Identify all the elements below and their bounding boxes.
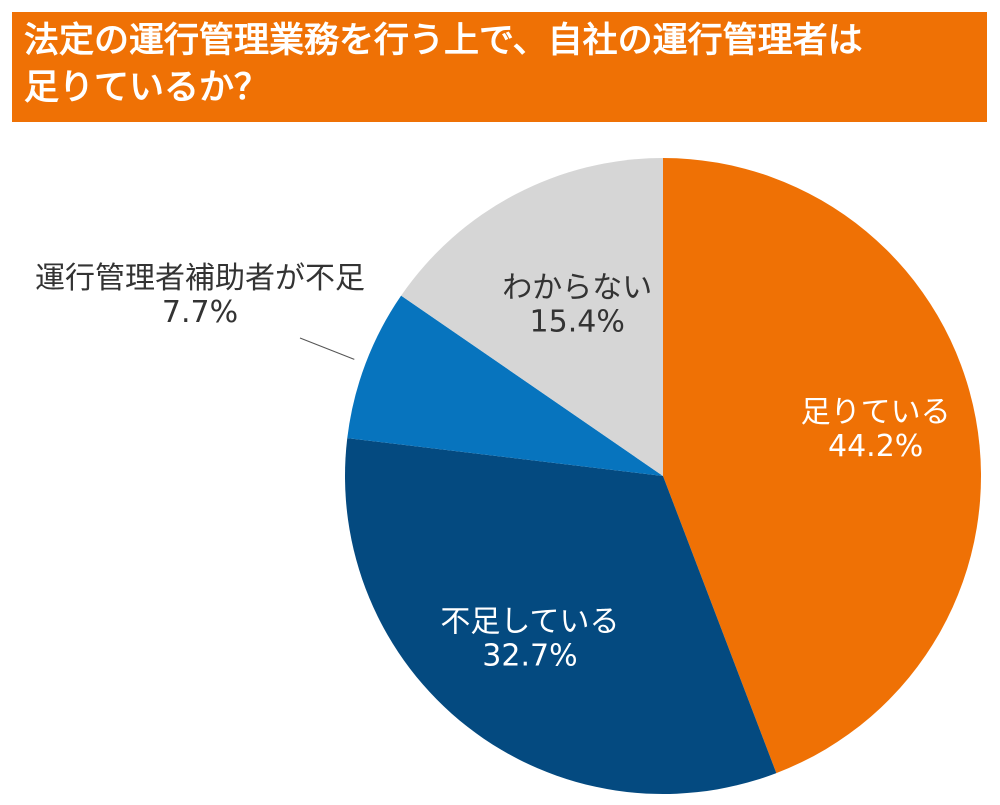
slice-4-wedge [401, 158, 663, 476]
chart-title-banner: 法定の運行管理業務を行う上で、自社の運行管理者は 足りているか？ [12, 12, 987, 122]
leader-lines [299, 337, 355, 360]
slice-3-wedge [347, 295, 663, 476]
slice-4-value-label: 15.4% [530, 305, 625, 340]
slice-2-value-label: 32.7% [482, 638, 577, 673]
slice-1-value-label: 44.2% [828, 429, 923, 464]
slice-1-label: 足りている [801, 395, 951, 430]
chart-title-line-1: 法定の運行管理業務を行う上で、自社の運行管理者は [24, 21, 863, 61]
pie-slices [345, 158, 981, 794]
slice-3-label: 運行管理者補助者が不足 [35, 261, 365, 296]
chart-title-line-2: 足りているか？ [24, 68, 270, 108]
slice-1-wedge [663, 158, 981, 774]
slice-2-label: 不足している [440, 604, 619, 639]
slice-3-value-label: 7.7% [162, 295, 238, 330]
slice-2-wedge [345, 438, 777, 794]
slice-3-leader-line [299, 337, 355, 360]
slice-4-label: わからない [502, 271, 652, 306]
